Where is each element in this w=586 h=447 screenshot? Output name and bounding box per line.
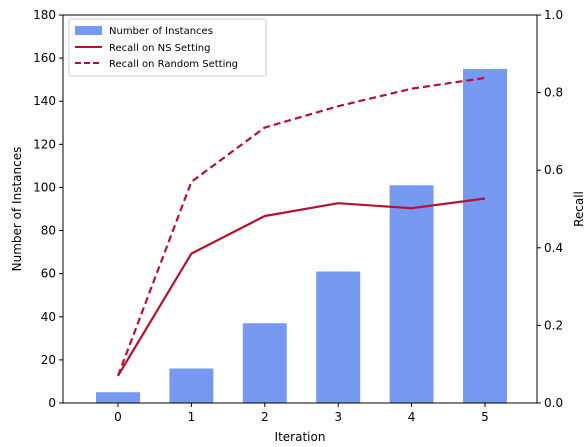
y-axis-right-title: Recall bbox=[572, 191, 586, 227]
x-tick-label: 4 bbox=[408, 410, 416, 424]
left-tick-label: 180 bbox=[33, 8, 56, 22]
right-tick-label: 0.0 bbox=[544, 396, 563, 410]
x-tick-label: 3 bbox=[334, 410, 342, 424]
bar-5 bbox=[463, 68, 507, 403]
plot-frame bbox=[62, 14, 538, 404]
legend-label-random: Recall on Random Setting bbox=[109, 59, 238, 70]
left-tick-label: 60 bbox=[41, 267, 56, 281]
bar-1 bbox=[169, 368, 214, 403]
x-tick-label: 0 bbox=[114, 410, 122, 424]
bar-3 bbox=[316, 271, 361, 403]
left-tick-label: 0 bbox=[48, 396, 56, 410]
left-tick-label: 40 bbox=[41, 310, 56, 324]
right-axis: 0.0 0.2 0.4 0.6 0.8 1.0 bbox=[537, 8, 563, 410]
left-tick-label: 120 bbox=[33, 137, 56, 151]
bar-4 bbox=[389, 185, 434, 403]
legend-box bbox=[68, 18, 267, 77]
right-tick-label: 0.8 bbox=[544, 86, 563, 100]
legend-swatch-bars bbox=[75, 26, 102, 35]
line-recall-random bbox=[116, 76, 486, 377]
right-tick-label: 0.2 bbox=[544, 318, 563, 332]
bar-0 bbox=[96, 392, 140, 403]
x-axis: 0 1 2 3 4 5 bbox=[114, 403, 489, 424]
right-tick-label: 1.0 bbox=[544, 8, 563, 22]
right-tick-label: 0.6 bbox=[544, 163, 563, 177]
left-tick-label: 80 bbox=[41, 224, 56, 238]
legend-label-bars: Number of Instances bbox=[109, 26, 213, 37]
x-tick-label: 1 bbox=[188, 410, 196, 424]
lines-layer bbox=[116, 76, 486, 377]
left-axis: 0 20 40 60 80 100 120 140 160 180 bbox=[33, 8, 63, 410]
x-tick-label: 2 bbox=[261, 410, 269, 424]
y-axis-left-title: Number of Instances bbox=[10, 147, 24, 272]
left-tick-label: 160 bbox=[33, 51, 56, 65]
legend-label-ns: Recall on NS Setting bbox=[109, 43, 210, 54]
x-axis-title: Iteration bbox=[275, 430, 326, 444]
x-tick-label: 5 bbox=[481, 410, 489, 424]
left-tick-label: 20 bbox=[41, 353, 56, 367]
bars-layer bbox=[96, 68, 507, 403]
legend: Number of Instances Recall on NS Setting… bbox=[68, 18, 267, 77]
left-tick-label: 100 bbox=[33, 180, 56, 194]
line-recall-ns bbox=[117, 197, 486, 377]
right-tick-label: 0.4 bbox=[544, 241, 563, 255]
bar-2 bbox=[242, 323, 287, 403]
left-tick-label: 140 bbox=[33, 94, 56, 108]
